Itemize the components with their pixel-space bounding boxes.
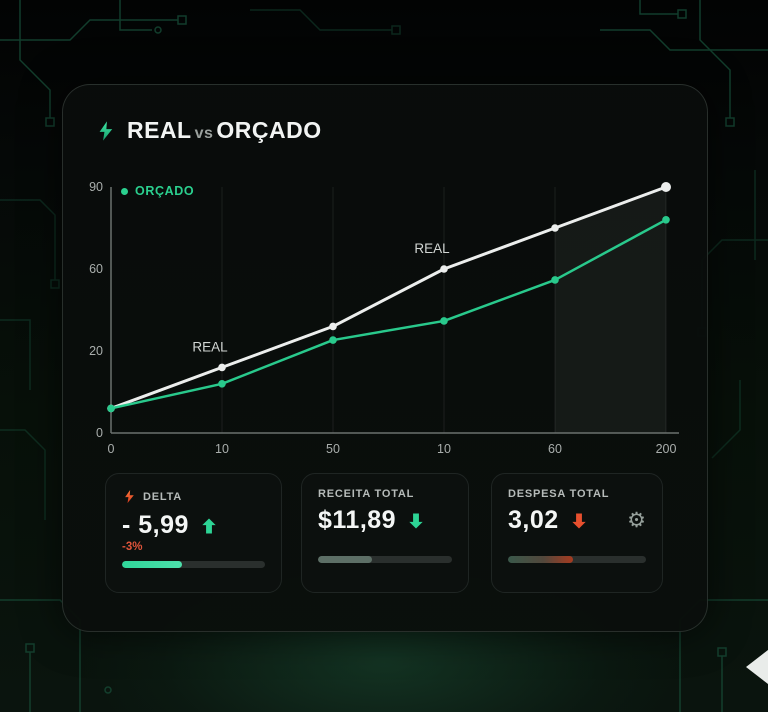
svg-text:0: 0 (96, 426, 103, 440)
progress-bar (508, 556, 646, 563)
bolt-icon (99, 120, 113, 141)
stat-value: 3,02 (508, 506, 559, 534)
stat-card-despesa: DESPESA TOTAL 3,02 ⚙ (491, 473, 663, 593)
dashboard-card: REAL vs ORÇADO ORÇADO 90 60 20 0 0 10 50 10 60 200 R… (62, 84, 708, 632)
svg-text:50: 50 (326, 442, 340, 456)
stat-label: DELTA (143, 490, 183, 503)
legend-dot (121, 187, 128, 195)
stat-card-delta: DELTA - 5,99 -3% (105, 473, 282, 593)
arrow-up-icon (202, 518, 216, 533)
svg-text:REAL: REAL (192, 339, 228, 354)
progress-fill (318, 556, 372, 563)
page-title: REAL vs ORÇADO (127, 117, 322, 143)
svg-text:10: 10 (215, 442, 229, 456)
stat-label: RECEITA TOTAL (318, 488, 415, 500)
arrow-down-icon (572, 513, 586, 528)
svg-text:200: 200 (656, 442, 677, 456)
svg-text:90: 90 (89, 180, 103, 194)
corner-triangle-icon (746, 650, 768, 684)
svg-text:10: 10 (437, 442, 451, 456)
svg-text:REAL: REAL (414, 241, 450, 256)
svg-text:60: 60 (89, 262, 103, 276)
legend-item-orcado[interactable]: ORÇADO (121, 184, 194, 198)
progress-fill (508, 556, 573, 563)
bolt-alert-icon (125, 489, 134, 504)
progress-fill (122, 561, 183, 568)
stat-value: $11,89 (318, 506, 397, 534)
svg-text:20: 20 (89, 344, 103, 358)
progress-bar (318, 556, 452, 563)
stat-delta-percent: -3% (122, 541, 143, 553)
svg-text:60: 60 (548, 442, 562, 456)
progress-bar (122, 561, 265, 568)
stat-label: DESPESA TOTAL (508, 488, 610, 500)
stat-card-receita: RECEITA TOTAL $11,89 (301, 473, 469, 593)
chart-header: REAL vs ORÇADO (95, 117, 322, 144)
svg-text:0: 0 (108, 442, 115, 456)
stat-value: - 5,99 (122, 511, 189, 539)
arrow-down-icon (409, 513, 423, 528)
legend-label: ORÇADO (135, 184, 195, 198)
gear-icon[interactable]: ⚙ (627, 509, 646, 532)
